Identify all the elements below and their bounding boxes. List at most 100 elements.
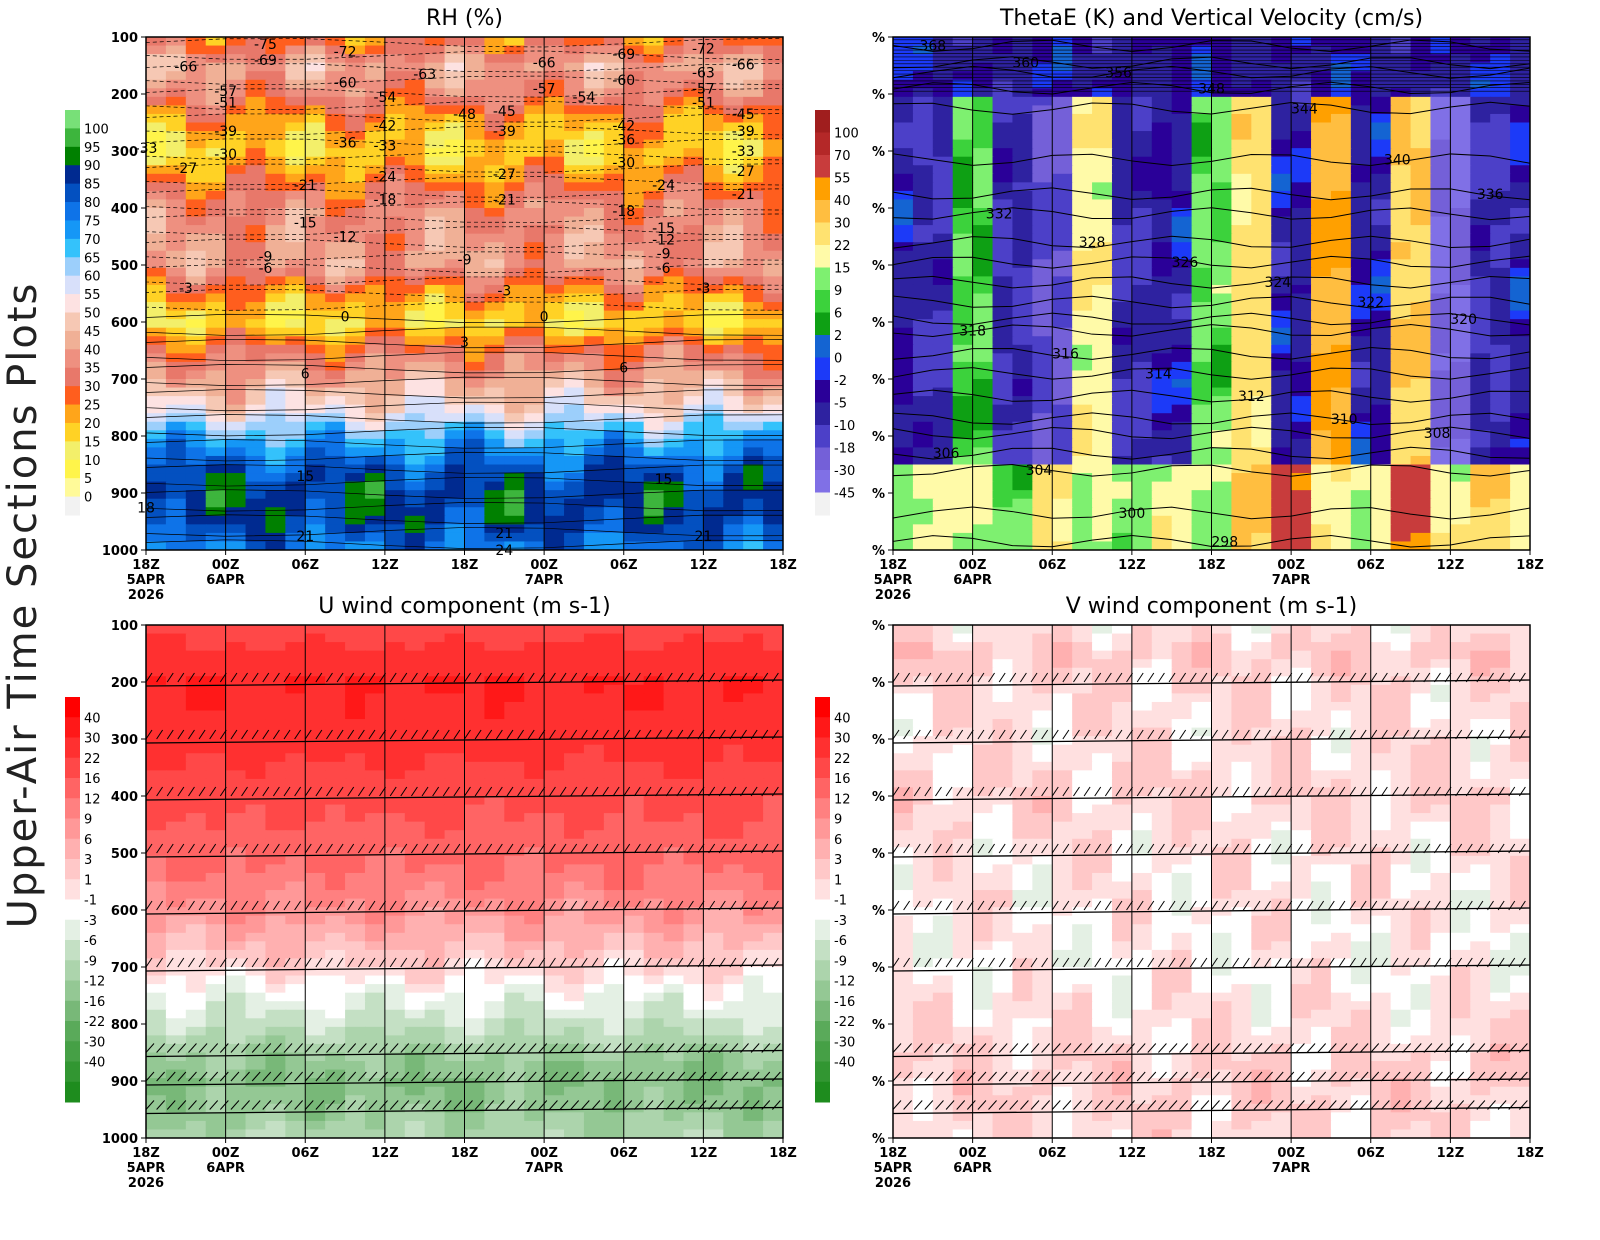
field-cell — [763, 805, 784, 815]
field-cell — [1331, 370, 1352, 380]
field-cell — [1271, 499, 1292, 509]
field-cell — [405, 157, 426, 167]
field-cell — [146, 625, 167, 635]
field-cell — [365, 762, 386, 772]
field-cell — [1112, 396, 1133, 406]
field-cell — [425, 719, 446, 729]
field-cell — [1450, 345, 1471, 355]
field-cell — [445, 482, 466, 492]
field-cell — [1470, 345, 1491, 355]
field-cell — [763, 105, 784, 115]
field-cell — [723, 362, 744, 372]
field-cell — [763, 251, 784, 261]
field-cell — [683, 447, 704, 457]
colorbar-swatch — [65, 147, 80, 166]
field-cell — [246, 625, 267, 635]
field-cell — [1391, 140, 1412, 150]
field-cell — [933, 182, 954, 192]
colorbar-swatch — [65, 460, 80, 479]
field-cell — [265, 668, 286, 678]
field-cell — [325, 796, 346, 806]
field-cell — [305, 728, 326, 738]
field-cell — [385, 217, 406, 227]
field-cell — [683, 745, 704, 755]
field-cell — [664, 762, 685, 772]
field-cell — [544, 157, 565, 167]
field-cell — [1231, 285, 1252, 295]
field-cell — [893, 225, 914, 235]
field-cell — [743, 447, 764, 457]
field-cell — [484, 499, 505, 509]
field-cell — [703, 753, 724, 763]
field-cell — [465, 693, 486, 703]
field-cell — [285, 719, 306, 729]
x-tick-label: 06Z — [1038, 558, 1066, 573]
field-cell — [465, 482, 486, 492]
field-cell — [166, 711, 187, 721]
field-cell — [265, 642, 286, 652]
contour-label: -21 — [732, 187, 755, 203]
field-cell — [544, 276, 565, 286]
field-cell — [644, 753, 665, 763]
field-cell — [584, 157, 605, 167]
field-cell — [1012, 123, 1033, 133]
field-cell — [246, 370, 267, 380]
field-cell — [146, 719, 167, 729]
field-cell — [664, 80, 685, 90]
field-cell — [186, 490, 207, 500]
field-cell — [1411, 524, 1432, 534]
field-cell — [723, 753, 744, 763]
field-cell — [703, 191, 724, 201]
field-cell — [1231, 225, 1252, 235]
field-cell — [285, 328, 306, 338]
field-cell — [365, 659, 386, 669]
field-cell — [973, 345, 994, 355]
field-cell — [1172, 294, 1193, 304]
field-cell — [1012, 379, 1033, 389]
field-cell — [1212, 379, 1233, 389]
field-cell — [265, 719, 286, 729]
field-cell — [385, 685, 406, 695]
field-cell — [1331, 174, 1352, 184]
field-cell — [973, 473, 994, 483]
field-cell — [1072, 199, 1093, 209]
colorbar-swatch — [65, 276, 80, 295]
field-cell — [265, 805, 286, 815]
field-cell — [1490, 268, 1511, 278]
field-cell — [723, 745, 744, 755]
field-cell — [703, 370, 724, 380]
colorbar-swatch — [815, 178, 830, 201]
field-cell — [913, 131, 934, 141]
field-cell — [564, 685, 585, 695]
field-cell — [265, 822, 286, 832]
field-cell — [604, 259, 625, 269]
field-cell — [993, 524, 1014, 534]
field-cell — [186, 796, 207, 806]
field-cell — [743, 499, 764, 509]
field-cell — [913, 311, 934, 321]
field-cell — [564, 131, 585, 141]
field-cell — [226, 668, 247, 678]
field-cell — [624, 396, 645, 406]
field-cell — [584, 456, 605, 466]
field-cell — [683, 379, 704, 389]
field-cell — [484, 711, 505, 721]
field-cell — [1251, 165, 1272, 175]
field-cell — [1132, 242, 1153, 252]
field-cell — [544, 676, 565, 686]
field-cell — [1251, 54, 1272, 64]
field-cell — [484, 745, 505, 755]
field-cell — [1470, 251, 1491, 261]
field-cell — [465, 37, 486, 47]
field-cell — [1411, 37, 1432, 47]
field-cell — [285, 157, 306, 167]
field-cell — [644, 439, 665, 449]
field-cell — [1510, 259, 1531, 269]
field-cell — [365, 37, 386, 47]
field-cell — [1192, 54, 1213, 64]
field-cell — [1052, 430, 1073, 440]
field-cell — [564, 430, 585, 440]
field-cell — [1271, 524, 1292, 534]
field-cell — [683, 516, 704, 526]
field-cell — [166, 524, 187, 534]
